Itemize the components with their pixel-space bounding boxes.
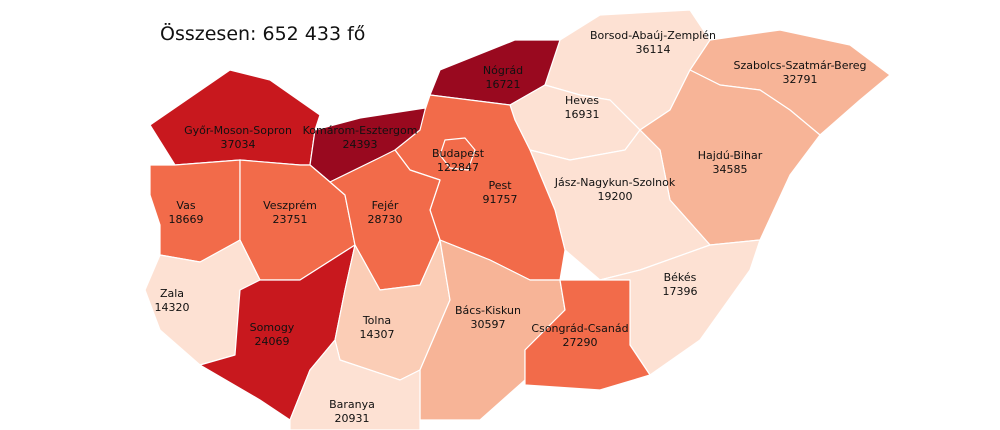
county-value: 19200 xyxy=(598,190,633,203)
county-name: Nógrád xyxy=(483,64,523,77)
county-value: 16721 xyxy=(486,78,521,91)
county-name: Somogy xyxy=(250,321,295,334)
county-value: 24069 xyxy=(255,335,290,348)
county-name: Jász-Nagykun-Szolnok xyxy=(554,176,676,189)
county-value: 32791 xyxy=(783,73,818,86)
county-labels: Győr-Moson-Sopron37034Komárom-Esztergom2… xyxy=(155,29,867,425)
county-value: 34585 xyxy=(713,163,748,176)
county-value: 20931 xyxy=(335,412,370,425)
county-name: Heves xyxy=(565,94,599,107)
county-name: Fejér xyxy=(372,199,399,212)
county-value: 18669 xyxy=(169,213,204,226)
county-name: Zala xyxy=(160,287,184,300)
county-value: 16931 xyxy=(565,108,600,121)
county-value: 30597 xyxy=(471,318,506,331)
total-text: Összesen: 652 433 fő xyxy=(160,22,365,45)
county-value: 122847 xyxy=(437,161,479,174)
county-name: Bács-Kiskun xyxy=(455,304,521,317)
county xyxy=(329,149,441,291)
county-name: Komárom-Esztergom xyxy=(303,124,418,137)
county-value: 14307 xyxy=(360,328,395,341)
county-name: Vas xyxy=(176,199,195,212)
county-value: 27290 xyxy=(563,336,598,349)
county-name: Győr-Moson-Sopron xyxy=(184,124,292,137)
county-name: Tolna xyxy=(362,314,391,327)
county-value: 24393 xyxy=(343,138,378,151)
county-value: 37034 xyxy=(221,138,256,151)
county-value: 23751 xyxy=(273,213,308,226)
county-name: Hajdú-Bihar xyxy=(698,149,763,162)
county-value: 14320 xyxy=(155,301,190,314)
county-value: 91757 xyxy=(483,193,518,206)
county-value: 28730 xyxy=(368,213,403,226)
county-name: Békés xyxy=(664,271,697,284)
county xyxy=(289,339,421,430)
county xyxy=(439,137,476,171)
counties xyxy=(144,9,891,430)
county-name: Budapest xyxy=(432,147,485,160)
county-name: Borsod-Abaúj-Zemplén xyxy=(590,29,716,42)
county-name: Szabolcs-Szatmár-Bereg xyxy=(733,59,866,72)
county-value: 36114 xyxy=(636,43,671,56)
county-name: Veszprém xyxy=(263,199,317,212)
county-name: Baranya xyxy=(329,398,375,411)
county xyxy=(524,279,651,391)
county-name: Pest xyxy=(488,179,512,192)
county-name: Csongrád-Csanád xyxy=(531,322,628,335)
county-value: 17396 xyxy=(663,285,698,298)
